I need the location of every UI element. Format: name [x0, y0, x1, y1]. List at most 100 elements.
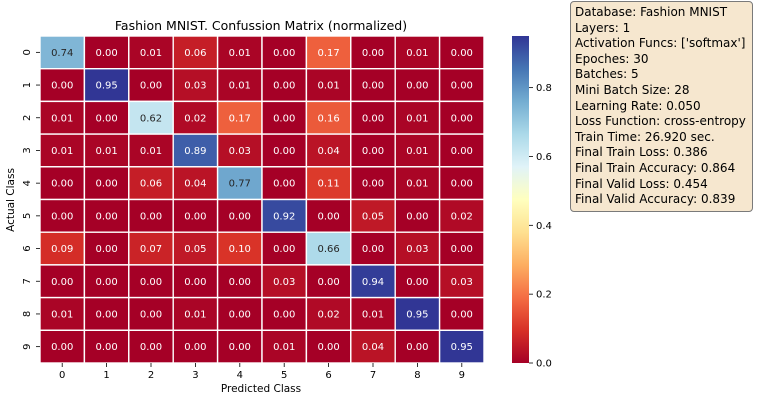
heatmap-cell [438, 231, 485, 266]
cell-value-label: 0.00 [95, 211, 117, 222]
cell-value-label: 0.92 [273, 211, 295, 222]
cell-value-label: 0.05 [362, 211, 384, 222]
info-line: Database: Fashion MNIST [575, 5, 728, 19]
heatmap-cell [172, 67, 219, 103]
heatmap-cell [305, 100, 352, 135]
cell-value-label: 0.00 [317, 211, 339, 222]
cell-value-label: 0.00 [273, 146, 295, 157]
info-line: Mini Batch Size: 28 [575, 82, 690, 97]
heatmap-cell [438, 264, 485, 299]
heatmap-cell [261, 296, 308, 332]
x-tick-label: 8 [414, 370, 420, 381]
colorbar-gradient [512, 36, 529, 363]
cell-value-label: 0.95 [406, 309, 428, 320]
cell-value-label: 0.01 [406, 179, 428, 190]
cell-value-label: 0.06 [140, 179, 162, 190]
cell-value-label: 0.00 [184, 277, 206, 288]
y-tick-label: 0 [22, 49, 33, 55]
cell-value-label: 0.89 [184, 146, 206, 157]
cell-value-label: 0.00 [51, 211, 73, 222]
heatmap-cell [83, 67, 130, 103]
x-axis-label: Predicted Class [221, 383, 301, 395]
cell-value-label: 0.94 [362, 277, 384, 288]
cell-value-label: 0.00 [273, 113, 295, 124]
cell-value-label: 0.11 [317, 179, 339, 190]
heatmap-cell [261, 67, 308, 103]
y-tick-label: 4 [22, 180, 33, 186]
cell-value-label: 0.00 [184, 211, 206, 222]
cell-value-label: 0.00 [273, 244, 295, 255]
y-tick-label: 9 [22, 343, 33, 349]
x-tick-label: 7 [370, 370, 376, 381]
cell-value-label: 0.17 [317, 48, 339, 59]
info-line: Final Train Accuracy: 0.864 [575, 160, 736, 175]
cell-value-label: 0.16 [317, 113, 339, 124]
cell-value-label: 0.03 [273, 277, 295, 288]
training-info-box: Database: Fashion MNIST Layers: 1 Activati… [570, 1, 753, 212]
info-line: Activation Funcs: ['softmax'] [575, 36, 746, 51]
cell-value-label: 0.00 [140, 309, 162, 320]
cell-value-label: 0.01 [362, 309, 384, 320]
cell-value-label: 0.02 [451, 211, 473, 222]
cell-value-label: 0.00 [273, 48, 295, 59]
heatmap-cell [350, 100, 396, 135]
cell-value-label: 0.00 [184, 342, 206, 353]
cell-value-label: 0.01 [184, 309, 206, 320]
cell-value-label: 0.74 [51, 48, 73, 59]
cell-value-label: 0.00 [140, 81, 162, 92]
cell-value-label: 0.03 [229, 146, 251, 157]
cell-value-label: 0.62 [140, 113, 162, 124]
cell-value-label: 0.01 [140, 146, 162, 157]
info-line: Final Train Loss: 0.386 [575, 145, 708, 160]
x-tick-label: 4 [237, 370, 243, 381]
y-tick-label: 5 [22, 213, 33, 219]
cell-value-label: 0.95 [451, 342, 473, 353]
cell-value-label: 0.95 [95, 81, 117, 92]
heatmap-cell [438, 35, 485, 70]
info-line: Batches: 5 [575, 67, 639, 82]
y-tick-label: 3 [22, 147, 33, 153]
cell-value-label: 0.01 [51, 146, 73, 157]
heatmap-cell [305, 35, 352, 70]
x-axis-ticks: 0 1 2 3 4 5 6 7 8 9 [59, 363, 465, 381]
info-line: Learning Rate: 0.050 [575, 98, 701, 113]
cell-value-label: 0.00 [95, 48, 117, 59]
cell-value-label: 0.06 [184, 48, 206, 59]
cell-value-label: 0.01 [406, 146, 428, 157]
heatmap-cell [172, 35, 219, 70]
heatmap-cell [394, 100, 441, 135]
y-tick-label: 2 [22, 115, 33, 121]
cell-value-label: 0.00 [140, 342, 162, 353]
cell-value-label: 0.00 [362, 179, 384, 190]
cell-value-label: 0.00 [95, 244, 117, 255]
heatmap-cell [305, 67, 352, 103]
cell-value-label: 0.00 [362, 48, 384, 59]
cell-value-label: 0.00 [229, 342, 251, 353]
cell-value-label: 0.00 [362, 113, 384, 124]
heatmap-cell [438, 67, 485, 103]
cell-value-label: 0.00 [51, 179, 73, 190]
heatmap-cells: 0.74 0.00 0.01 0.06 0.01 0.00 0.17 0.00 0.01 0.00… [39, 35, 485, 364]
x-tick-label: 5 [281, 370, 287, 381]
cell-value-label: 0.00 [451, 81, 473, 92]
cell-value-label: 0.03 [451, 277, 473, 288]
cell-value-label: 0.01 [95, 146, 117, 157]
heatmap-cell [172, 231, 219, 266]
cell-value-label: 0.00 [362, 81, 384, 92]
cell-value-label: 0.01 [229, 81, 251, 92]
cell-value-label: 0.02 [184, 113, 206, 124]
cell-value-label: 0.01 [273, 342, 295, 353]
heatmap-cell [438, 133, 485, 168]
colorbar: 0.0 0.2 0.4 0.6 0.8 [512, 36, 552, 370]
cell-value-label: 0.01 [51, 309, 73, 320]
cell-value-label: 0.00 [95, 277, 117, 288]
cell-value-label: 0.00 [406, 81, 428, 92]
x-tick-label: 9 [459, 370, 465, 381]
cell-value-label: 0.03 [184, 81, 206, 92]
heatmap-cell [438, 100, 485, 135]
info-line: Train Time: 26.920 sec. [575, 129, 715, 144]
heatmap-cell [172, 296, 219, 332]
info-line: Layers: 1 [575, 20, 631, 35]
heatmap-cell [128, 166, 174, 201]
